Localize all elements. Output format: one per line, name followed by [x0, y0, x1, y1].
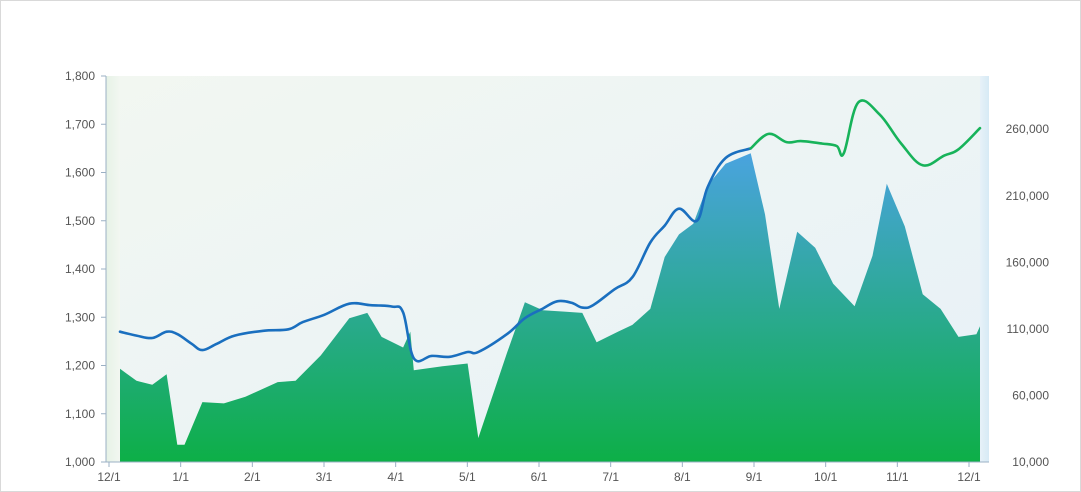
- x-tick-label: 4/1: [387, 470, 404, 484]
- volume-area-series: [120, 153, 980, 462]
- x-tick-label: 9/1: [746, 470, 763, 484]
- right-tick-label: 160,000: [1006, 255, 1050, 269]
- left-tick-label: 1,300: [65, 310, 95, 324]
- left-tick-label: 1,800: [65, 69, 95, 83]
- left-tick-label: 1,500: [65, 214, 95, 228]
- x-tick-label: 5/1: [459, 470, 476, 484]
- right-tick-label: 10,000: [1012, 455, 1049, 469]
- x-tick-label: 12/1: [957, 470, 981, 484]
- plot-edge-left: [106, 76, 120, 462]
- price-line-segment-green: [749, 99, 982, 167]
- left-tick-label: 1,600: [65, 166, 95, 180]
- x-tick-label: 7/1: [602, 470, 619, 484]
- right-tick-label: 110,000: [1007, 322, 1050, 336]
- price-line-segment-blue: [118, 147, 752, 363]
- left-tick-label: 1,700: [65, 117, 95, 131]
- x-axis-ticks: 12/1 1/1 2/1 3/1 4/1 5/1 6/1 7/1 8/1 9/1 10/1 11/1 1…: [97, 462, 981, 484]
- right-tick-label: 260,000: [1006, 122, 1050, 136]
- x-tick-label: 2/1: [244, 470, 261, 484]
- x-tick-label: 6/1: [531, 470, 548, 484]
- left-tick-label: 1,200: [65, 359, 95, 373]
- plot-edge-right: [980, 76, 989, 462]
- volume-area: [120, 153, 980, 462]
- left-tick-label: 1,100: [65, 407, 95, 421]
- x-tick-label: 3/1: [316, 470, 333, 484]
- left-y-axis-ticks: 1,000 1,100 1,200 1,300 1,400 1,500 1,600 1,700…: [65, 69, 106, 469]
- x-tick-label: 11/1: [886, 470, 909, 484]
- x-tick-label: 12/1: [97, 470, 121, 484]
- left-tick-label: 1,000: [65, 455, 95, 469]
- x-tick-label: 1/1: [172, 470, 189, 484]
- price-line-series: [118, 99, 982, 363]
- left-tick-label: 1,400: [65, 262, 95, 276]
- right-tick-label: 60,000: [1012, 388, 1049, 402]
- right-tick-label: 210,000: [1006, 189, 1050, 203]
- right-y-axis-ticks: 10,000 60,000 110,000 160,000 210,000 260,000: [1006, 122, 1050, 469]
- x-tick-label: 8/1: [674, 470, 691, 484]
- x-tick-label: 10/1: [814, 470, 838, 484]
